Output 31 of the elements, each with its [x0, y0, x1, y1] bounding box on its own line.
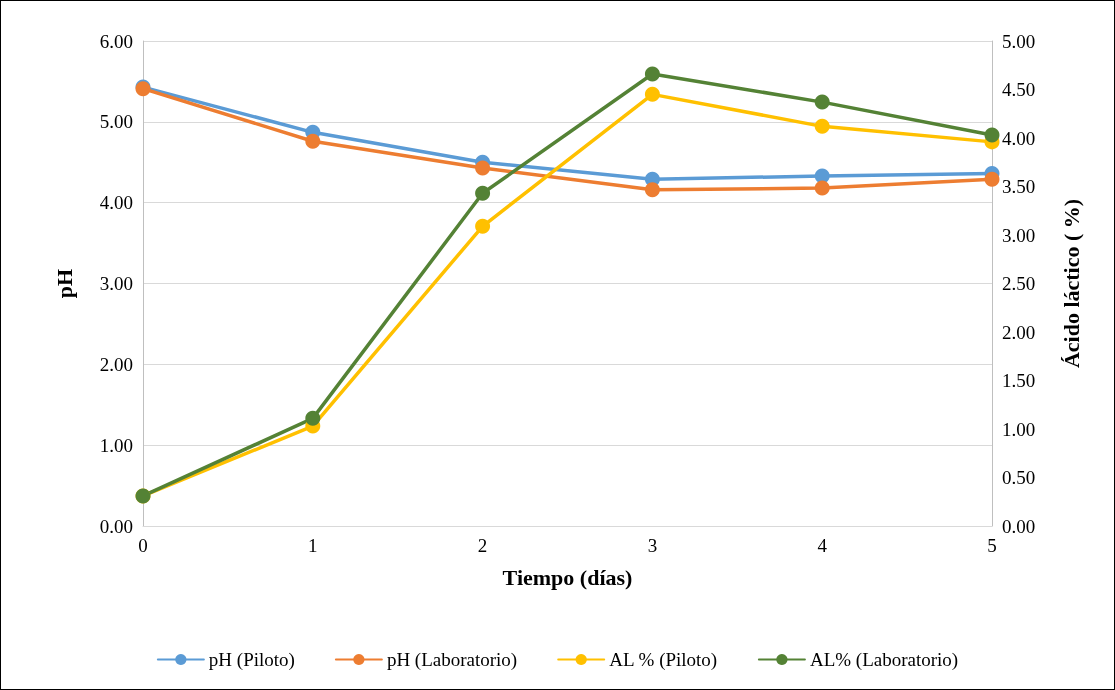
y-tick-label: 0.00	[99, 515, 133, 537]
y2-tick-label: 0.50	[1002, 467, 1036, 488]
y2-tick-label: 4.00	[1002, 127, 1036, 149]
y2-tick-label: 1.50	[1002, 370, 1036, 391]
y2-tick-label: 4.50	[1002, 79, 1036, 100]
x-tick-label: 1	[308, 535, 318, 556]
x-tick-label: 0	[138, 535, 148, 556]
legend-label: pH (Laboratorio)	[386, 649, 518, 671]
y-tick-label: 4.00	[99, 192, 133, 214]
y2-tick-label: 3.50	[1002, 176, 1036, 197]
x-tick-label: 2	[477, 535, 488, 556]
y2-tick-label: 3.00	[1002, 224, 1036, 246]
legend-label: AL % (Piloto)	[609, 649, 718, 671]
y-tick-label: 1.00	[99, 434, 133, 456]
y2-axis-title: Ácido láctico ( %)	[1058, 198, 1084, 369]
x-tick-label: 4	[817, 535, 828, 556]
y2-tick-label: 5.00	[1002, 30, 1036, 52]
y2-tick-label: 2.00	[1002, 321, 1036, 343]
y2-tick-label: 1.00	[1002, 418, 1036, 440]
y2-tick-label: 0.00	[1002, 515, 1036, 537]
legend-label: pH (Piloto)	[208, 649, 295, 671]
y-tick-label: 2.00	[99, 353, 133, 375]
x-axis-title: Tiempo (días)	[502, 564, 633, 590]
y-axis-title: pH	[51, 268, 77, 299]
y-tick-label: 5.00	[99, 111, 133, 133]
x-tick-label: 3	[647, 535, 658, 556]
y-tick-label: 3.00	[99, 273, 133, 294]
x-tick-label: 5	[987, 535, 997, 556]
y-tick-label: 6.00	[99, 30, 133, 52]
y2-tick-label: 2.50	[1002, 273, 1036, 294]
legend-label: AL% (Laboratorio)	[809, 649, 959, 671]
